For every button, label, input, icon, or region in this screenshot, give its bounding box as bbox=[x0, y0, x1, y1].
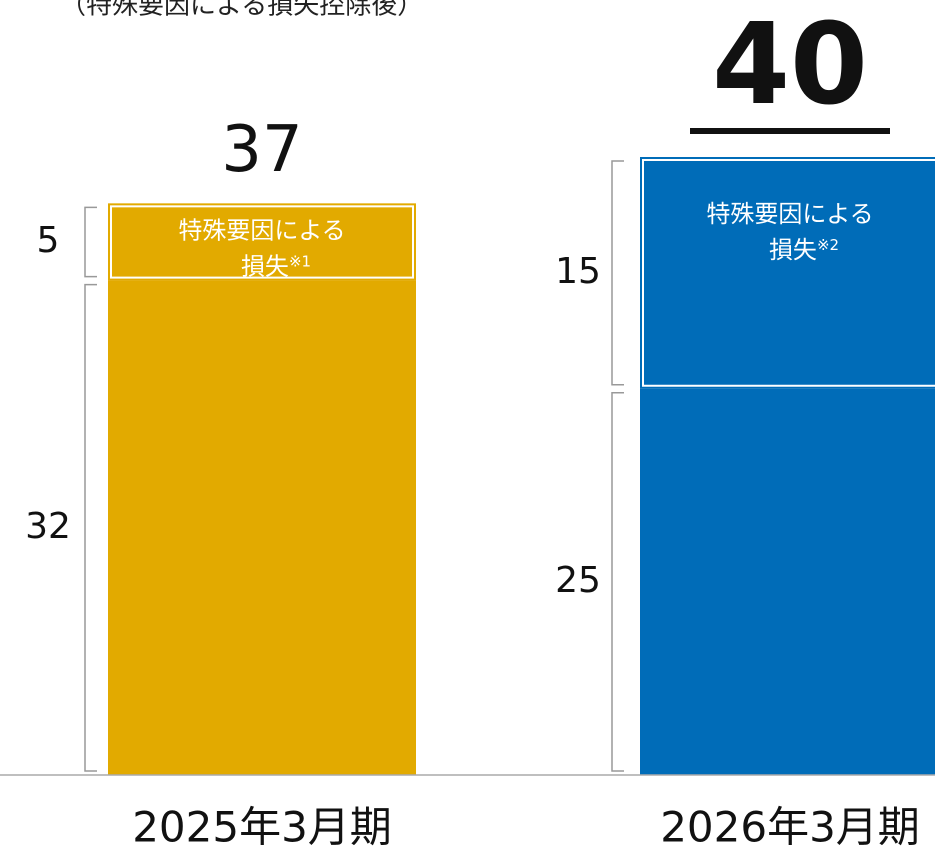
segment-label-text: 損失 bbox=[241, 252, 289, 280]
total-label: 37 bbox=[221, 113, 302, 187]
segment-label-note: ※1 bbox=[289, 252, 311, 270]
bar-segment bbox=[640, 388, 935, 775]
segment-label: 損失※2 bbox=[769, 236, 839, 265]
segment-border bbox=[642, 159, 935, 387]
chart-subtitle: （特殊要因による損失控除後） bbox=[60, 0, 423, 21]
bar-segment bbox=[108, 203, 416, 281]
bracket bbox=[84, 283, 97, 772]
segment-border bbox=[110, 205, 414, 279]
total-underline bbox=[690, 128, 890, 134]
bracket bbox=[611, 160, 624, 386]
x-tick-label: 2025年3月期 bbox=[132, 803, 392, 852]
segment-label: 損失※1 bbox=[241, 252, 311, 281]
bar-segment bbox=[640, 157, 935, 389]
bar-segment bbox=[108, 280, 416, 775]
segment-value-label: 25 bbox=[555, 560, 601, 601]
bracket bbox=[611, 392, 624, 772]
segment-value-label: 5 bbox=[37, 220, 60, 261]
segment-label: 特殊要因による bbox=[178, 216, 345, 244]
segment-value-label: 32 bbox=[25, 506, 71, 547]
segment-label: 特殊要因による bbox=[706, 200, 873, 228]
segment-value-label: 15 bbox=[555, 251, 601, 292]
total-label: 40 bbox=[712, 0, 868, 130]
segment-label-text: 損失 bbox=[769, 236, 817, 264]
bracket bbox=[84, 206, 97, 278]
segment-label-note: ※2 bbox=[817, 236, 839, 254]
x-tick-label: 2026年3月期 bbox=[660, 803, 920, 852]
